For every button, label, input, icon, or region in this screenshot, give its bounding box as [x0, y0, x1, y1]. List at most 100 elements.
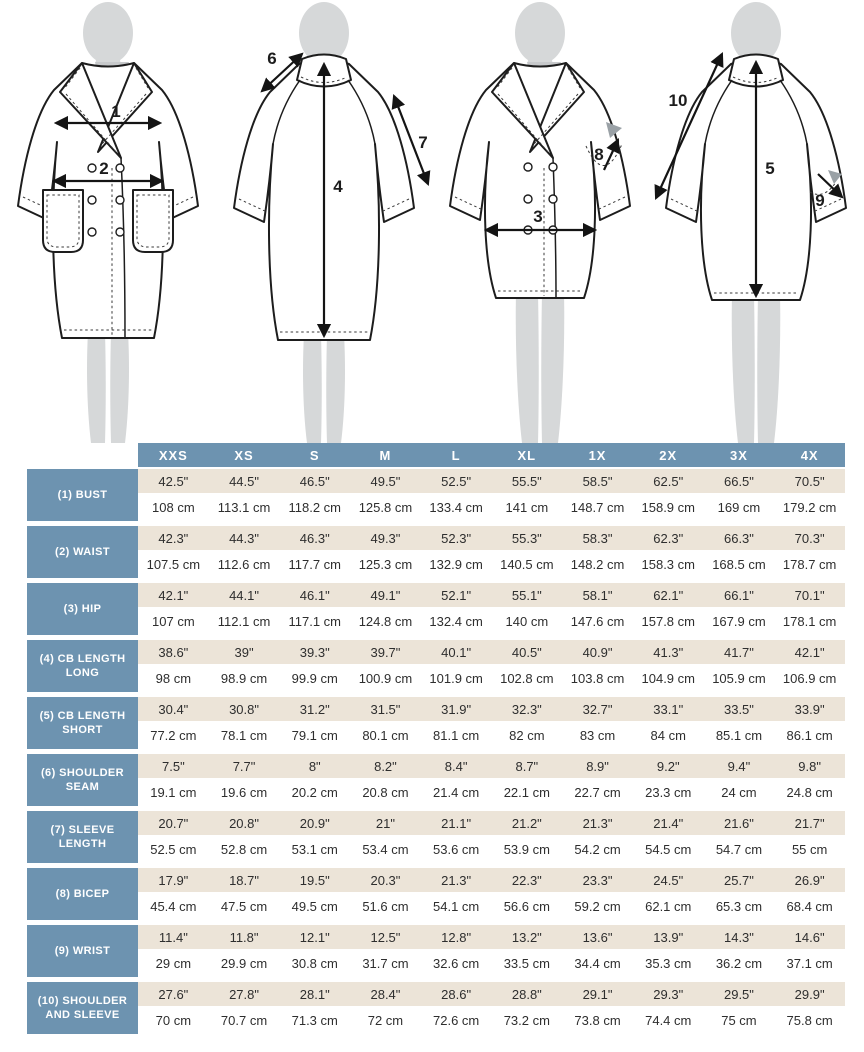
value-inches: 11.8" — [208, 925, 280, 949]
value-cm: 70 cm — [138, 1006, 209, 1034]
value-inches: 66.5" — [703, 469, 775, 493]
value-cm: 86.1 cm — [774, 721, 845, 749]
value-cm: 53.4 cm — [350, 835, 421, 863]
value-inches: 21.1" — [420, 811, 492, 835]
value-inches: 12.1" — [279, 925, 351, 949]
value-inches: 14.3" — [703, 925, 775, 949]
value-cm: 52.5 cm — [138, 835, 209, 863]
value-inches: 33.5" — [703, 697, 775, 721]
value-inches: 49.5" — [350, 469, 421, 493]
value-inches: 11.4" — [138, 925, 209, 949]
row-label: (10) SHOULDER AND SLEEVE — [27, 982, 138, 1034]
value-cm: 100.9 cm — [350, 664, 421, 692]
col-header-xs: XS — [208, 443, 280, 467]
value-cm: 106.9 cm — [774, 664, 845, 692]
right-lapel — [529, 62, 585, 153]
col-header-m: M — [350, 443, 421, 467]
value-inches: 31.5" — [350, 697, 421, 721]
value-inches: 25.7" — [703, 868, 775, 892]
value-inches: 29.9" — [774, 982, 845, 1006]
value-inches: 28.6" — [420, 982, 492, 1006]
value-inches: 46.1" — [279, 583, 351, 607]
row-label: (1) BUST — [27, 469, 138, 521]
value-inches: 70.1" — [774, 583, 845, 607]
value-inches: 30.4" — [138, 697, 209, 721]
col-header-3x: 3X — [703, 443, 775, 467]
value-cm: 22.1 cm — [491, 778, 563, 806]
row-label: (7) SLEEVE LENGTH — [27, 811, 138, 863]
callout-shoulder-sleeve: 10 — [669, 91, 688, 110]
value-inches: 8.9" — [562, 754, 633, 778]
value-cm: 108 cm — [138, 493, 209, 521]
value-cm: 112.1 cm — [208, 607, 280, 635]
value-inches: 9.2" — [632, 754, 704, 778]
value-cm: 98 cm — [138, 664, 209, 692]
value-inches: 7.7" — [208, 754, 280, 778]
row-label: (3) HIP — [27, 583, 138, 635]
value-cm: 147.6 cm — [562, 607, 633, 635]
value-cm: 158.3 cm — [632, 550, 704, 578]
coat-front-long-figure: 1 2 — [17, 2, 199, 443]
value-cm: 73.2 cm — [491, 1006, 563, 1034]
size-chart-table: XXS XS S M L XL 1X 2X 3X 4X (1) BUST 42.5" 44.5" 46.5… — [27, 443, 845, 1034]
value-cm: 36.2 cm — [703, 949, 775, 977]
value-inches: 28.8" — [491, 982, 563, 1006]
value-inches: 7.5" — [138, 754, 209, 778]
col-header-4x: 4X — [774, 443, 845, 467]
callout-sleeve-length: 7 — [418, 133, 427, 152]
callout-hip: 3 — [533, 207, 542, 226]
value-inches: 70.3" — [774, 526, 845, 550]
value-cm: 98.9 cm — [208, 664, 280, 692]
row-label: (5) CB LENGTH SHORT — [27, 697, 138, 749]
value-inches: 8.4" — [420, 754, 492, 778]
value-cm: 49.5 cm — [279, 892, 351, 920]
value-cm: 31.7 cm — [350, 949, 421, 977]
callout-shoulder-seam: 6 — [267, 49, 276, 68]
value-cm: 23.3 cm — [632, 778, 704, 806]
value-cm: 158.9 cm — [632, 493, 704, 521]
buttons — [87, 163, 125, 237]
value-cm: 101.9 cm — [420, 664, 492, 692]
value-inches: 52.3" — [420, 526, 492, 550]
value-cm: 83 cm — [562, 721, 633, 749]
value-cm: 55 cm — [774, 835, 845, 863]
value-cm: 107 cm — [138, 607, 209, 635]
value-cm: 19.1 cm — [138, 778, 209, 806]
value-cm: 178.1 cm — [774, 607, 845, 635]
value-cm: 75.8 cm — [774, 1006, 845, 1034]
value-inches: 8.7" — [491, 754, 563, 778]
measure-arrow-sleeve-length: 7 — [391, 93, 431, 187]
value-inches: 42.5" — [138, 469, 209, 493]
value-cm: 179.2 cm — [774, 493, 845, 521]
left-lapel — [491, 62, 554, 159]
value-inches: 52.5" — [420, 469, 492, 493]
value-inches: 55.5" — [491, 469, 563, 493]
value-inches: 17.9" — [138, 868, 209, 892]
value-cm: 102.8 cm — [491, 664, 563, 692]
value-inches: 21.4" — [632, 811, 704, 835]
value-inches: 41.7" — [703, 640, 775, 664]
value-inches: 42.1" — [774, 640, 845, 664]
value-cm: 29 cm — [138, 949, 209, 977]
value-inches: 40.1" — [420, 640, 492, 664]
value-cm: 53.9 cm — [491, 835, 563, 863]
value-cm: 178.7 cm — [774, 550, 845, 578]
value-inches: 13.2" — [491, 925, 563, 949]
value-inches: 31.2" — [279, 697, 351, 721]
measure-arrow-shoulder-sleeve: 10 — [654, 52, 724, 200]
value-cm: 133.4 cm — [420, 493, 492, 521]
value-inches: 46.3" — [279, 526, 351, 550]
value-cm: 54.2 cm — [562, 835, 633, 863]
value-inches: 21" — [350, 811, 421, 835]
col-header-1x: 1X — [562, 443, 633, 467]
coat-outline — [449, 62, 631, 299]
value-inches: 44.1" — [208, 583, 280, 607]
value-cm: 148.2 cm — [562, 550, 633, 578]
value-inches: 33.1" — [632, 697, 704, 721]
value-cm: 132.4 cm — [420, 607, 492, 635]
value-cm: 107.5 cm — [138, 550, 209, 578]
value-cm: 34.4 cm — [562, 949, 633, 977]
measure-arrow-waist: 2 — [51, 159, 165, 189]
value-inches: 8.2" — [350, 754, 421, 778]
value-cm: 47.5 cm — [208, 892, 280, 920]
